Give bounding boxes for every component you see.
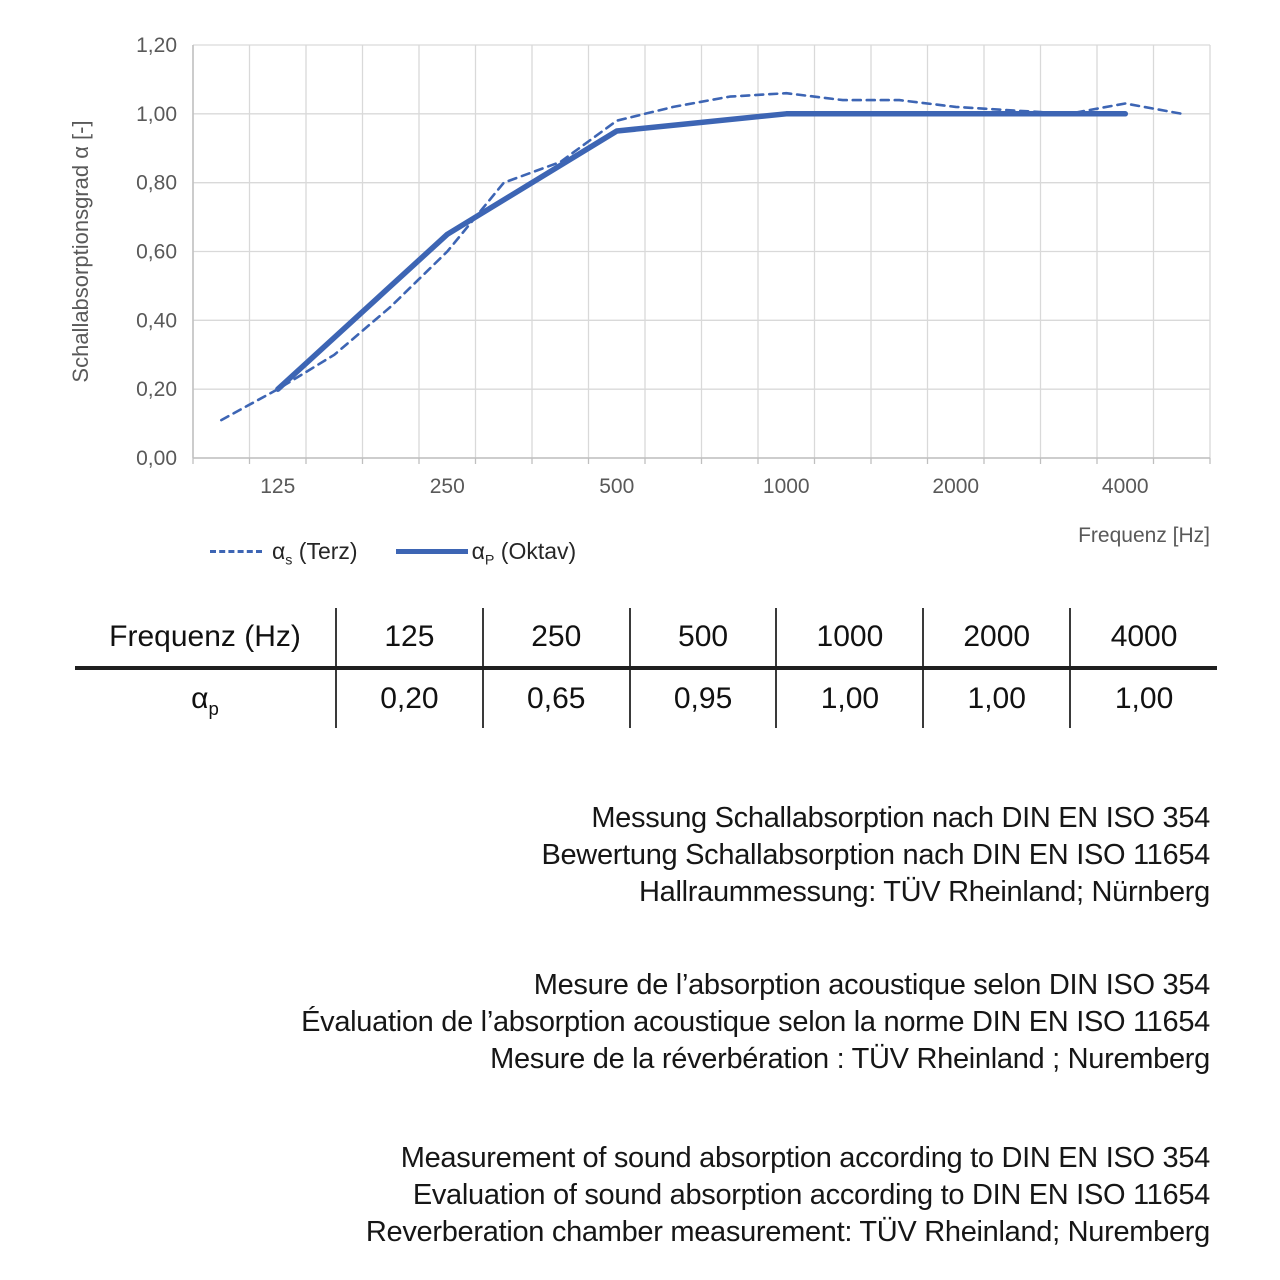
y-tick-label: 0,00 — [136, 447, 177, 470]
table-freq-125: 125 — [335, 608, 483, 670]
dashed-line-sample — [210, 550, 262, 553]
legend-item-terz: αs (Terz) — [210, 538, 358, 569]
y-tick-label: 0,80 — [136, 172, 177, 195]
x-tick-label: 125 — [260, 475, 295, 498]
table-freq-4000: 4000 — [1069, 608, 1217, 670]
table-value-1000: 1,00 — [775, 668, 924, 728]
y-tick-label: 1,20 — [136, 34, 177, 57]
x-tick-label: 1000 — [763, 475, 810, 498]
note-english: Measurement of sound absorption accordin… — [0, 1140, 1210, 1251]
x-tick-label: 250 — [430, 475, 465, 498]
note-line: Hallraummessung: TÜV Rheinland; Nürnberg — [639, 876, 1210, 908]
x-tick-label: 4000 — [1102, 475, 1149, 498]
note-line: Measurement of sound absorption accordin… — [400, 1142, 1211, 1174]
table-freq-1000: 1000 — [775, 608, 924, 670]
note-line: Mesure de l’absorption acoustique selon … — [533, 969, 1211, 1001]
y-tick-label: 1,00 — [136, 103, 177, 126]
note-line: Evaluation of sound absorption according… — [412, 1179, 1210, 1211]
table-freq-2000: 2000 — [922, 608, 1071, 670]
table-freq-500: 500 — [628, 608, 777, 670]
y-axis-title: Schallabsorptionsgrad α [-] — [68, 120, 93, 382]
table-header-label: Frequenz (Hz) — [75, 608, 336, 670]
x-tick-label: 2000 — [932, 475, 979, 498]
chart-legend: αs (Terz) αP (Oktav) — [210, 538, 577, 569]
legend-label-terz: αs (Terz) — [272, 538, 358, 569]
note-line: Mesure de la réverbération : TÜV Rheinla… — [490, 1043, 1210, 1075]
note-german: Messung Schallabsorption nach DIN EN ISO… — [0, 800, 1210, 911]
y-tick-label: 0,60 — [136, 241, 177, 264]
series-oktav-line — [275, 111, 1129, 392]
y-tick-label: 0,40 — [136, 309, 177, 332]
x-axis-unit-label: Frequenz [Hz] — [1078, 524, 1210, 547]
x-tick-label: 500 — [599, 475, 634, 498]
table-value-125: 0,20 — [335, 668, 483, 728]
note-french: Mesure de l’absorption acoustique selon … — [0, 967, 1210, 1078]
legend-item-oktav: αP (Oktav) — [395, 538, 577, 569]
series-terz-line — [220, 91, 1184, 422]
note-line: Bewertung Schallabsorption nach DIN EN I… — [541, 839, 1210, 871]
legend-label-oktav: αP (Oktav) — [471, 538, 577, 569]
table-value-500: 0,95 — [628, 668, 777, 728]
table-value-row: αp 0,20 0,65 0,95 1,00 1,00 1,00 — [75, 668, 1217, 728]
table-header-row: Frequenz (Hz) 125 250 500 1000 2000 4000 — [75, 608, 1217, 670]
table-row-label: αp — [191, 682, 219, 719]
table-value-250: 0,65 — [481, 668, 630, 728]
note-line: Messung Schallabsorption nach DIN EN ISO… — [591, 802, 1210, 834]
chart-canvas: 0,00 0,20 0,40 0,60 0,80 1,00 1,20 125 250 500 100… — [0, 0, 1280, 515]
table-freq-250: 250 — [481, 608, 630, 670]
table-value-4000: 1,00 — [1069, 668, 1217, 728]
note-line: Reverberation chamber measurement: TÜV R… — [365, 1216, 1210, 1248]
chart-svg: 0,00 0,20 0,40 0,60 0,80 1,00 1,20 125 250 500 100… — [68, 34, 1211, 498]
solid-line-sample — [395, 549, 468, 554]
table-value-2000: 1,00 — [922, 668, 1071, 728]
absorption-table: Frequenz (Hz) 125 250 500 1000 2000 4000… — [75, 608, 1217, 728]
y-tick-label: 0,20 — [136, 378, 177, 401]
notes-section: Messung Schallabsorption nach DIN EN ISO… — [0, 800, 1280, 1251]
absorption-chart-figure: 0,00 0,20 0,40 0,60 0,80 1,00 1,20 125 250 500 100… — [0, 0, 1280, 580]
note-line: Évaluation de l’absorption acoustique se… — [301, 1006, 1210, 1038]
